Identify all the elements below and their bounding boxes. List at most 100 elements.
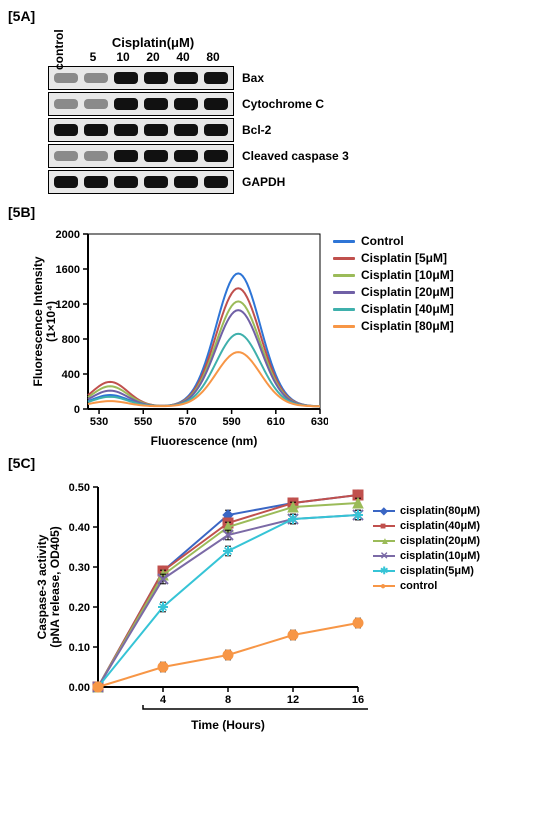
band: [144, 150, 168, 162]
gel-strip: [48, 66, 234, 90]
lane-number: 10: [108, 50, 138, 64]
svg-text:1200: 1200: [56, 299, 80, 311]
legend-text: Cisplatin [80μM]: [361, 319, 454, 333]
gel-strip: [48, 170, 234, 194]
caspase-chart: 0.000.100.200.300.400.50481216Time (Hour…: [28, 475, 542, 735]
svg-text:0.10: 0.10: [69, 642, 90, 654]
band: [84, 124, 108, 136]
blot-row-label: Bcl-2: [242, 123, 271, 137]
band: [204, 176, 228, 188]
panel-a-label: [5A]: [8, 8, 542, 24]
legend-swatch: [333, 240, 355, 243]
legend-text: Cisplatin [40μM]: [361, 302, 454, 316]
blot-row: Bax: [48, 66, 542, 90]
legend-swatch: [333, 308, 355, 311]
legend-entry: Cisplatin [40μM]: [333, 302, 454, 316]
svg-text:1600: 1600: [56, 264, 80, 276]
band: [204, 124, 228, 136]
legend-swatch: [333, 325, 355, 328]
legend-symbol: ✕: [373, 550, 395, 562]
western-blot: control Cisplatin(μM) 510204080 Bax Cytoc…: [48, 26, 542, 194]
band: [114, 176, 138, 188]
legend-text: cisplatin(10μM): [400, 550, 480, 562]
band: [144, 98, 168, 110]
blot-row-label: Cleaved caspase 3: [242, 149, 349, 163]
legend-entry: Control: [333, 234, 454, 248]
svg-text:610: 610: [267, 416, 285, 428]
band: [174, 72, 198, 84]
blot-row-label: Cytochrome C: [242, 97, 324, 111]
svg-text:4: 4: [160, 694, 167, 706]
svg-text:570: 570: [178, 416, 196, 428]
chart-b-legend: Control Cisplatin [5μM] Cisplatin [10μM] Ci…: [333, 234, 454, 336]
band: [204, 72, 228, 84]
legend-text: cisplatin(20μM): [400, 535, 480, 547]
svg-text:12: 12: [287, 694, 299, 706]
lane-number: 40: [168, 50, 198, 64]
blot-row: Cytochrome C: [48, 92, 542, 116]
band: [84, 151, 108, 161]
band: [144, 72, 168, 84]
cisplatin-header: Cisplatin(μM): [78, 35, 228, 50]
svg-text:2000: 2000: [56, 229, 80, 241]
svg-text:Fluorescence Intensity(1×10⁴): Fluorescence Intensity(1×10⁴): [31, 256, 58, 386]
chart-c-legend: ◆cisplatin(80μM)■cisplatin(40μM)▲cisplat…: [373, 505, 480, 595]
legend-text: cisplatin(5μM): [400, 565, 474, 577]
band: [54, 151, 78, 161]
band: [174, 124, 198, 136]
legend-entry: Cisplatin [80μM]: [333, 319, 454, 333]
gel-strip: [48, 144, 234, 168]
band: [84, 99, 108, 109]
svg-text:0.20: 0.20: [69, 602, 90, 614]
band: [54, 99, 78, 109]
svg-text:8: 8: [225, 694, 231, 706]
lane-numbers-row: 510204080: [78, 50, 228, 64]
svg-text:Fluorescence (nm): Fluorescence (nm): [151, 434, 258, 448]
band: [204, 150, 228, 162]
svg-text:530: 530: [90, 416, 108, 428]
legend-entry: ●control: [373, 580, 480, 592]
svg-text:Caspase-3 activity(pNA release: Caspase-3 activity(pNA release, OD405): [35, 526, 62, 648]
legend-entry: Cisplatin [5μM]: [333, 251, 454, 265]
svg-text:550: 550: [134, 416, 152, 428]
legend-entry: ✕ cisplatin(10μM): [373, 550, 480, 562]
blot-row-label: Bax: [242, 71, 264, 85]
svg-text:630: 630: [311, 416, 328, 428]
svg-text:Time (Hours): Time (Hours): [191, 718, 265, 732]
chart-c-svg: 0.000.100.200.300.400.50481216Time (Hour…: [28, 475, 368, 735]
legend-text: Cisplatin [10μM]: [361, 268, 454, 282]
blot-row-label: GAPDH: [242, 175, 285, 189]
legend-text: Cisplatin [5μM]: [361, 251, 447, 265]
panel-c-label: [5C]: [8, 455, 542, 471]
band: [174, 98, 198, 110]
legend-symbol: ◆: [373, 505, 395, 517]
band: [114, 124, 138, 136]
legend-text: cisplatin(80μM): [400, 505, 480, 517]
legend-symbol: ✱: [373, 565, 395, 577]
band: [144, 124, 168, 136]
band: [84, 73, 108, 83]
legend-symbol: ●: [373, 580, 395, 592]
band: [54, 176, 78, 188]
blot-row: Bcl-2: [48, 118, 542, 142]
lane-number: 80: [198, 50, 228, 64]
legend-symbol: ▲: [373, 535, 395, 547]
band: [114, 150, 138, 162]
band: [144, 176, 168, 188]
fluorescence-chart: 5305505705906106300400800120016002000Flu…: [28, 224, 542, 449]
band: [84, 176, 108, 188]
band: [114, 72, 138, 84]
control-column-label: control: [52, 40, 66, 70]
legend-swatch: [333, 274, 355, 277]
legend-symbol: ■: [373, 520, 395, 532]
legend-swatch: [333, 257, 355, 260]
legend-text: Cisplatin [20μM]: [361, 285, 454, 299]
legend-entry: Cisplatin [10μM]: [333, 268, 454, 282]
legend-entry: Cisplatin [20μM]: [333, 285, 454, 299]
legend-entry: ▲ cisplatin(20μM): [373, 535, 480, 547]
svg-text:590: 590: [222, 416, 240, 428]
gel-strip: [48, 118, 234, 142]
band: [204, 98, 228, 110]
band: [174, 176, 198, 188]
svg-text:0.50: 0.50: [69, 482, 90, 494]
